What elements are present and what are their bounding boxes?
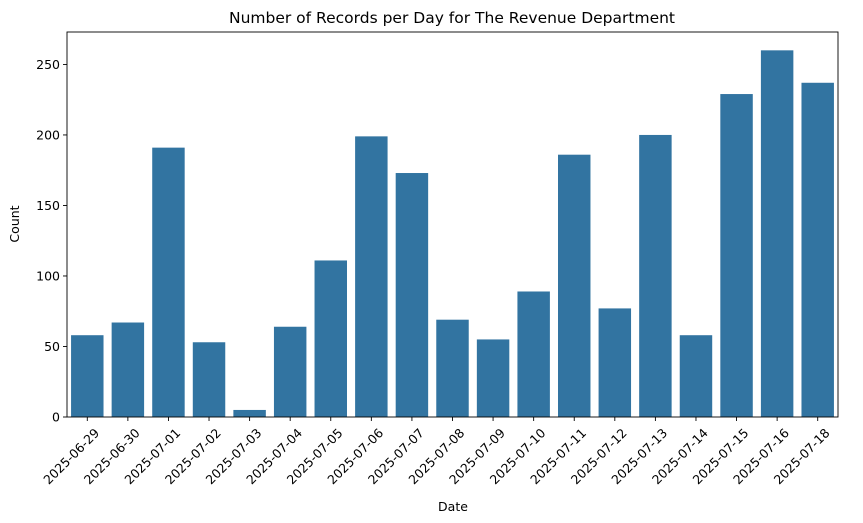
- bar-2025-07-06: [355, 136, 388, 417]
- y-tick-label: 150: [36, 198, 60, 213]
- y-tick-label: 0: [52, 410, 60, 425]
- bar-2025-07-10: [517, 291, 550, 417]
- bar-2025-07-07: [395, 173, 429, 417]
- plot-frame: [66, 31, 839, 418]
- y-tick-label: 250: [36, 57, 60, 72]
- y-tick-label: 50: [44, 339, 60, 354]
- bar-2025-06-29: [71, 335, 104, 417]
- bar-2025-07-02: [192, 342, 226, 417]
- bar-2025-07-14: [679, 335, 713, 417]
- bar-2025-07-09: [476, 339, 510, 417]
- bars-group: [71, 50, 834, 418]
- bar-2025-07-04: [273, 326, 307, 417]
- bar-2025-07-13: [639, 134, 672, 417]
- bar-2025-07-15: [720, 94, 753, 418]
- y-tick-label: 200: [36, 127, 60, 142]
- chart-title: Number of Records per Day for The Revenu…: [229, 9, 675, 27]
- x-axis-label: Date: [438, 499, 468, 514]
- bar-2025-07-12: [598, 308, 632, 417]
- y-axis-label: Count: [7, 205, 22, 242]
- bar-2025-07-05: [314, 260, 347, 417]
- bar-2025-07-01: [152, 147, 185, 417]
- bar-2025-07-11: [558, 154, 591, 417]
- bar-2025-06-30: [111, 322, 145, 417]
- bar-2025-07-08: [436, 319, 469, 417]
- bar-2025-07-18: [801, 82, 834, 418]
- x-axis-ticks: 2025-06-292025-06-302025-07-012025-07-02…: [40, 417, 833, 487]
- bar-2025-07-03: [233, 409, 266, 417]
- bar-2025-07-16: [760, 50, 794, 417]
- y-axis-ticks: 0 50 100 150 200 250: [36, 57, 67, 425]
- y-tick-label: 100: [36, 268, 60, 283]
